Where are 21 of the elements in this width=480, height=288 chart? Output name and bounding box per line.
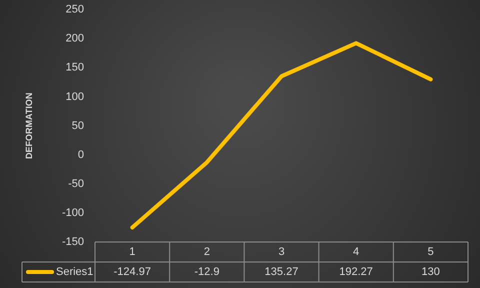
legend-label: Series1 [56, 266, 94, 278]
y-tick-label: 100 [66, 90, 84, 103]
y-axis-title: DEFORMATION [24, 92, 34, 159]
x-tick-label: 4 [353, 246, 360, 258]
y-tick-label: 250 [66, 4, 84, 16]
data-label: -12.9 [194, 266, 220, 278]
y-tick-label: 50 [72, 120, 84, 132]
x-tick-label: 3 [278, 246, 285, 258]
x-tick-label: 2 [204, 246, 210, 258]
x-tick-label: 5 [428, 246, 434, 258]
data-label: -124.97 [114, 266, 151, 278]
data-label: 130 [422, 266, 440, 278]
y-tick-label: 0 [78, 148, 84, 161]
data-label: 192.27 [339, 266, 373, 278]
x-tick-label: 1 [129, 246, 136, 258]
y-tick-label: -100 [62, 206, 84, 219]
y-tick-label: -50 [68, 178, 84, 190]
y-tick-label: 200 [66, 32, 84, 45]
y-tick-label: -150 [62, 236, 84, 248]
data-label: 135.27 [264, 266, 298, 278]
y-tick-label: 150 [66, 62, 84, 74]
